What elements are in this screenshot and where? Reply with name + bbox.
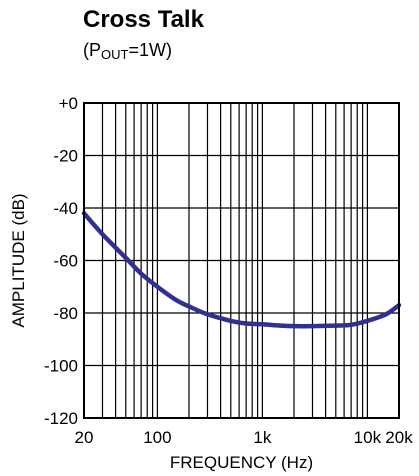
y-tick-label: -60 [53, 252, 78, 271]
y-tick-labels: +0 -20 -40 -60 -80 -100 -120 [44, 94, 78, 428]
x-tick-label: 10k [354, 428, 382, 447]
plot-frame [83, 102, 400, 419]
y-tick-label: +0 [59, 94, 78, 113]
grid-lines [84, 103, 399, 418]
subtitle-open: (P [83, 40, 101, 60]
y-tick-label: -80 [53, 304, 78, 323]
y-tick-label: -20 [53, 147, 78, 166]
chart-title: Cross Talk [83, 6, 204, 33]
y-tick-label: -100 [44, 357, 78, 376]
x-tick-labels: 20 100 1k 10k 20k [75, 428, 414, 447]
x-tick-label: 20 [75, 428, 94, 447]
chart-subtitle: (POUT=1W) [83, 40, 172, 62]
cross-talk-curve [81, 211, 402, 329]
x-tick-label: 20k [385, 428, 413, 447]
subtitle-subscript: OUT [101, 47, 129, 62]
subtitle-close: =1W) [128, 40, 172, 60]
y-tick-label: -40 [53, 199, 78, 218]
x-tick-label: 1k [253, 428, 271, 447]
x-tick-label: 100 [143, 428, 171, 447]
x-axis-label: FREQUENCY (Hz) [170, 453, 313, 472]
y-tick-label: -120 [44, 409, 78, 428]
y-axis-label: AMPLITUDE (dB) [9, 193, 28, 327]
curve-layer [81, 211, 402, 329]
